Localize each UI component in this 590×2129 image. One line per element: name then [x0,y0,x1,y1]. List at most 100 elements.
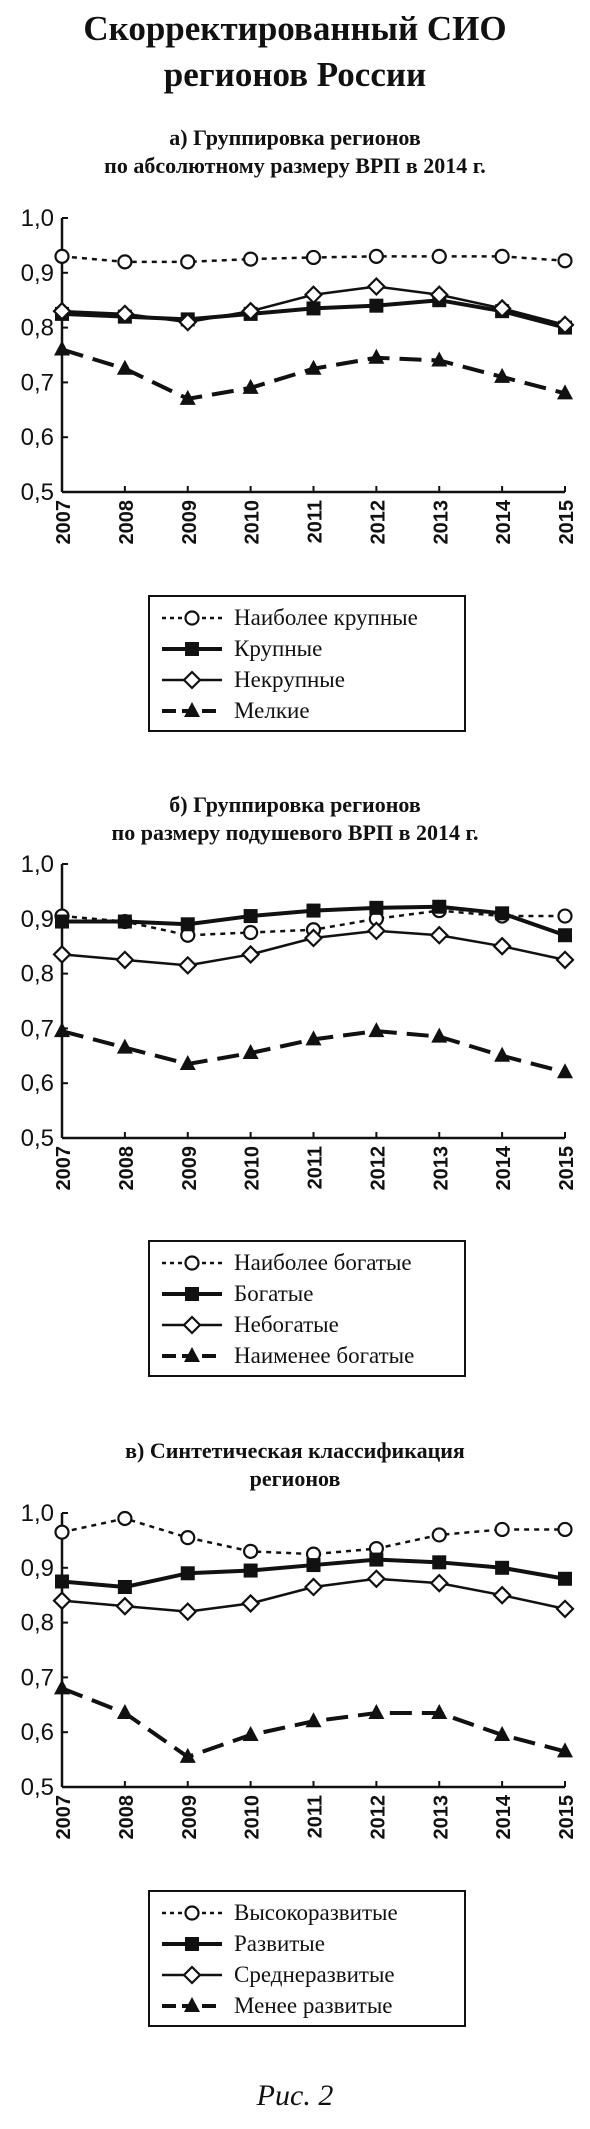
chart-a-legend-label: Наиболее крупные [234,604,418,630]
chart-c-x-tick-label: 2011 [305,1795,327,1838]
chart-b-y-tick-label: 0,7 [21,1015,54,1042]
chart-c-legend-label: Менее развитые [234,1992,393,2018]
chart-b-x-tick-label: 2015 [556,1146,578,1191]
chart-c-legend-item: Среднеразвитые [160,1959,454,1990]
chart-a-y-tick-label: 1,0 [21,205,54,232]
chart-c-legend-label: Развитые [234,1930,325,1956]
chart-b-legend-marker [182,1314,202,1335]
chart-c-series-1-point [180,1530,196,1546]
chart-b-x-tick-label: 2011 [305,1146,327,1189]
chart-a-series-3-point [366,276,386,297]
chart-b-title: б) Группировка регионов по размеру подуш… [0,791,590,847]
chart-c-series-4 [54,1679,573,1763]
chart-b-y-tick-label: 0,5 [21,1125,54,1152]
chart-c-legend-swatch [162,1964,222,1985]
chart-b-y-tick-label: 0,9 [21,906,54,933]
chart-c-x-tick-label: 2008 [116,1795,138,1840]
chart-a-legend-swatch [162,641,222,656]
chart-a-series-3-point [115,304,135,324]
chart-b-series-2-point [495,906,510,921]
chart-b-legend-label: Наименее богатые [234,1342,415,1368]
chart-c-x-tick-label: 2014 [493,1794,515,1839]
chart-c-legend-swatch [162,1904,222,1921]
chart-c-series-3-point [241,1593,261,1613]
chart-a-series-1-point [305,249,322,266]
chart-a-series-4-point [242,378,259,394]
chart-b-legend-swatch [162,1314,222,1335]
chart-b-series-3-point [303,928,324,948]
chart-a-title: а) Группировка регионов по абсолютному р… [0,124,590,180]
chart-a-series-1-point [180,254,196,270]
chart-a-series-1 [54,248,573,270]
chart-a-x-tick-label: 2015 [556,500,578,545]
chart-b-x-tick-label: 2013 [430,1146,452,1191]
chart-b-legend-swatch [162,1254,222,1271]
chart-a-y-tick-label: 0,5 [21,479,54,506]
chart-c-legend-marker [182,1964,202,1985]
main-title-line2: регионов России [163,55,427,94]
figure-caption: Рис. 2 [256,2079,334,2112]
chart-a-x-tick-label: 2010 [242,500,264,545]
chart-a-series-4-point [557,384,573,400]
chart-b-series-4-point [494,1046,511,1062]
chart-c-series-2 [55,1552,572,1594]
chart-b-series-4-point [431,1027,448,1043]
chart-c-series-4-point [305,1712,322,1728]
chart-a-series-4 [54,340,573,405]
chart-c-series-4-point [116,1704,133,1720]
chart-c-x-tick-label: 2009 [179,1795,201,1840]
chart-a-series-1-point [243,251,259,267]
chart-c-series-4-point [494,1725,511,1741]
chart-b-series-1-point [557,908,573,924]
chart-c-legend-label: Высокоразвитые [234,1899,398,1925]
chart-b-series-3-point [366,921,386,941]
chart-b-series-4-point [179,1055,196,1071]
chart-a-legend-swatch [162,701,222,717]
main-title-line1: Скорректированный СИО [83,9,507,48]
chart-a-series-4-point [179,389,196,405]
chart-a-series-3-point [492,298,512,318]
chart-a-series-3-point [555,315,575,335]
chart-b-x-tick-label: 2008 [116,1146,138,1191]
chart-b-x-tick-label: 2009 [179,1146,201,1191]
chart-b-legend-label: Богатые [234,1280,314,1306]
chart-a-x-tick-label: 2009 [179,500,201,545]
chart-c-legend: Высокоразвитые Развитые Среднеразвитые Мене… [148,1890,466,2027]
chart-c-title-line2: регионов [249,1466,341,1491]
chart-b-series-2-point [55,914,69,929]
chart-b-series-4-point [368,1022,385,1038]
chart-c-series-2-point [369,1552,384,1567]
chart-a-title-line1: а) Группировка регионов [169,125,421,150]
chart-a-series-1-point [54,248,70,264]
chart-c-series-1-point [494,1521,510,1538]
chart-b-series-3-point [492,936,512,956]
chart-a-legend: Наиболее крупные Крупные Некрупные Мелкие [148,595,466,732]
chart-a-x-tick-label: 2014 [493,499,515,544]
chart-c-series-3-point [555,1599,575,1619]
chart-a-legend-item: Наиболее крупные [160,602,454,633]
chart-b-series-2-point [432,899,447,914]
chart-a-legend-marker [184,701,200,717]
chart-a-series-1-point [557,253,573,269]
chart-c-series-1-point [431,1527,447,1543]
chart-a-series-3-point [429,285,449,305]
chart-c-series-4-point [431,1704,448,1720]
chart-a-series-3-point [303,285,324,305]
chart-a-series-2-point [306,301,321,316]
chart-c-series-4-point [54,1679,70,1695]
chart-b-legend-marker [184,1346,200,1362]
chart-b-series-1-point [243,924,259,941]
chart-c-series-3-point [52,1591,72,1611]
chart-b-legend-marker [184,1254,200,1271]
chart-a-series-4-point [54,340,70,356]
chart-a-series-1-point [431,248,447,264]
chart-c-series-3-point [115,1596,135,1616]
chart-c-series-4-point [179,1747,196,1763]
chart-c-y-tick-label: 0,5 [21,1774,54,1801]
chart-a-legend-label: Некрупные [234,666,345,692]
chart-c-series-3-point [492,1585,512,1605]
chart-a-series-3-point [178,312,198,332]
chart-c-series-3-point [429,1573,449,1593]
chart-a-legend-marker [185,641,199,656]
